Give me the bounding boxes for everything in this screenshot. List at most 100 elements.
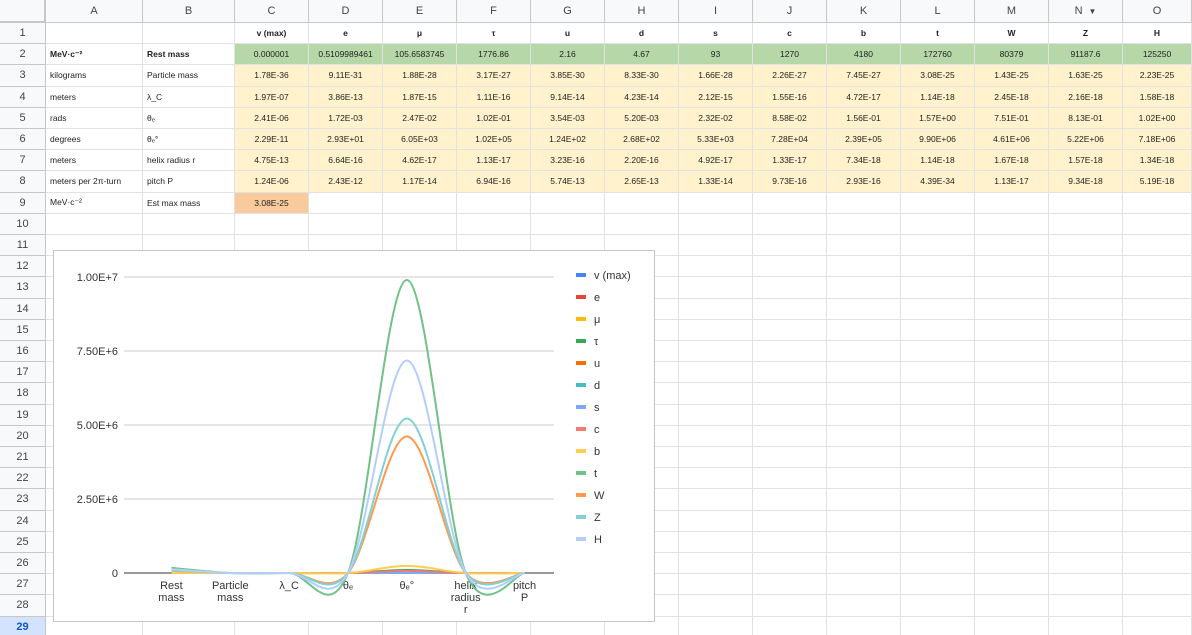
cell-i9[interactable] — [679, 192, 753, 214]
cell-j6[interactable]: 7.28E+04 — [753, 129, 827, 151]
cell-m22[interactable] — [975, 468, 1049, 490]
cell-c1[interactable]: v (max) — [235, 23, 309, 45]
row-header-15[interactable]: 15 — [0, 319, 46, 341]
cell-j7[interactable]: 1.33E-17 — [753, 150, 827, 172]
cell-m5[interactable]: 7.51E-01 — [975, 107, 1049, 129]
row-header-10[interactable]: 10 — [0, 213, 46, 235]
cell-d1[interactable]: e — [309, 23, 383, 45]
cell-i28[interactable] — [679, 595, 753, 617]
cell-n29[interactable] — [1049, 616, 1123, 635]
cell-i16[interactable] — [679, 341, 753, 363]
cell-l20[interactable] — [901, 425, 975, 447]
cell-a2[interactable]: MeV·c⁻² — [46, 44, 143, 66]
cell-c5[interactable]: 2.41E-06 — [235, 107, 309, 129]
cell-o12[interactable] — [1123, 256, 1192, 278]
cell-l23[interactable] — [901, 489, 975, 511]
cell-k7[interactable]: 7.34E-18 — [827, 150, 901, 172]
cell-c2[interactable]: 0.000001 — [235, 44, 309, 66]
cell-f1[interactable]: τ — [457, 23, 531, 45]
cell-m3[interactable]: 1.43E-25 — [975, 65, 1049, 87]
cell-i22[interactable] — [679, 468, 753, 490]
cell-i26[interactable] — [679, 553, 753, 575]
cell-i20[interactable] — [679, 425, 753, 447]
cell-d3[interactable]: 9.11E-31 — [309, 65, 383, 87]
cell-e1[interactable]: μ — [383, 23, 457, 45]
cell-o29[interactable] — [1123, 616, 1192, 635]
cell-o16[interactable] — [1123, 341, 1192, 363]
cell-m19[interactable] — [975, 404, 1049, 426]
cell-i19[interactable] — [679, 404, 753, 426]
cell-l21[interactable] — [901, 447, 975, 469]
cell-n27[interactable] — [1049, 574, 1123, 596]
cell-k19[interactable] — [827, 404, 901, 426]
cell-d7[interactable]: 6.64E-16 — [309, 150, 383, 172]
row-header-5[interactable]: 5 — [0, 107, 46, 129]
cell-o4[interactable]: 1.58E-18 — [1123, 86, 1192, 108]
cell-k17[interactable] — [827, 362, 901, 384]
cell-j21[interactable] — [753, 447, 827, 469]
cell-l24[interactable] — [901, 510, 975, 532]
cell-k10[interactable] — [827, 213, 901, 235]
cell-h9[interactable] — [605, 192, 679, 214]
row-header-26[interactable]: 26 — [0, 553, 46, 575]
cell-k12[interactable] — [827, 256, 901, 278]
cell-h4[interactable]: 4.23E-14 — [605, 86, 679, 108]
cell-e5[interactable]: 2.47E-02 — [383, 107, 457, 129]
cell-b8[interactable]: pitch P — [143, 171, 235, 193]
cell-i5[interactable]: 2.32E-02 — [679, 107, 753, 129]
row-header-29[interactable]: 29 — [0, 616, 46, 635]
cell-m21[interactable] — [975, 447, 1049, 469]
cell-e3[interactable]: 1.88E-28 — [383, 65, 457, 87]
cell-k22[interactable] — [827, 468, 901, 490]
row-header-17[interactable]: 17 — [0, 362, 46, 384]
cell-o9[interactable] — [1123, 192, 1192, 214]
cell-i23[interactable] — [679, 489, 753, 511]
cell-n1[interactable]: Z — [1049, 23, 1123, 45]
cell-m15[interactable] — [975, 319, 1049, 341]
column-header-k[interactable]: K — [827, 0, 901, 23]
cell-i11[interactable] — [679, 235, 753, 257]
cell-m28[interactable] — [975, 595, 1049, 617]
cell-h10[interactable] — [605, 213, 679, 235]
cell-k1[interactable]: b — [827, 23, 901, 45]
cell-n17[interactable] — [1049, 362, 1123, 384]
cell-c9[interactable]: 3.08E-25 — [235, 192, 309, 214]
cell-m17[interactable] — [975, 362, 1049, 384]
cell-n13[interactable] — [1049, 277, 1123, 299]
column-header-f[interactable]: F — [457, 0, 531, 23]
cell-i7[interactable]: 4.92E-17 — [679, 150, 753, 172]
cell-m29[interactable] — [975, 616, 1049, 635]
cell-l5[interactable]: 1.57E+00 — [901, 107, 975, 129]
cell-n8[interactable]: 9.34E-18 — [1049, 171, 1123, 193]
cell-g5[interactable]: 3.54E-03 — [531, 107, 605, 129]
column-header-d[interactable]: D — [309, 0, 383, 23]
cell-c29[interactable] — [235, 616, 309, 635]
cell-j23[interactable] — [753, 489, 827, 511]
cell-l7[interactable]: 1.14E-18 — [901, 150, 975, 172]
cell-n4[interactable]: 2.16E-18 — [1049, 86, 1123, 108]
cell-m12[interactable] — [975, 256, 1049, 278]
cell-b4[interactable]: λ_C — [143, 86, 235, 108]
row-header-24[interactable]: 24 — [0, 510, 46, 532]
filter-dropdown-icon[interactable]: ▼ — [1088, 6, 1097, 16]
cell-n18[interactable] — [1049, 383, 1123, 405]
cell-l27[interactable] — [901, 574, 975, 596]
cell-h2[interactable]: 4.67 — [605, 44, 679, 66]
cell-e4[interactable]: 1.87E-15 — [383, 86, 457, 108]
cell-k21[interactable] — [827, 447, 901, 469]
cell-m24[interactable] — [975, 510, 1049, 532]
cell-m27[interactable] — [975, 574, 1049, 596]
cell-a7[interactable]: meters — [46, 150, 143, 172]
cell-o15[interactable] — [1123, 319, 1192, 341]
cell-j24[interactable] — [753, 510, 827, 532]
cell-j5[interactable]: 8.58E-02 — [753, 107, 827, 129]
cell-b29[interactable] — [143, 616, 235, 635]
select-all-corner[interactable] — [0, 0, 46, 23]
row-header-20[interactable]: 20 — [0, 425, 46, 447]
cell-n24[interactable] — [1049, 510, 1123, 532]
cell-k20[interactable] — [827, 425, 901, 447]
cell-b3[interactable]: Particle mass — [143, 65, 235, 87]
cell-a3[interactable]: kilograms — [46, 65, 143, 87]
cell-b7[interactable]: helix radius r — [143, 150, 235, 172]
cell-n14[interactable] — [1049, 298, 1123, 320]
